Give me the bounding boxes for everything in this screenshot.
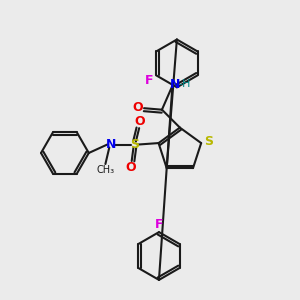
Text: N: N [170, 78, 181, 91]
Text: F: F [145, 74, 154, 87]
Text: O: O [125, 161, 136, 174]
Text: N: N [106, 138, 116, 151]
Text: S: S [204, 135, 213, 148]
Text: -H: -H [179, 79, 191, 89]
Text: F: F [155, 218, 163, 231]
Text: S: S [130, 138, 139, 151]
Text: O: O [134, 115, 145, 128]
Text: O: O [132, 101, 143, 114]
Text: CH₃: CH₃ [96, 165, 115, 175]
